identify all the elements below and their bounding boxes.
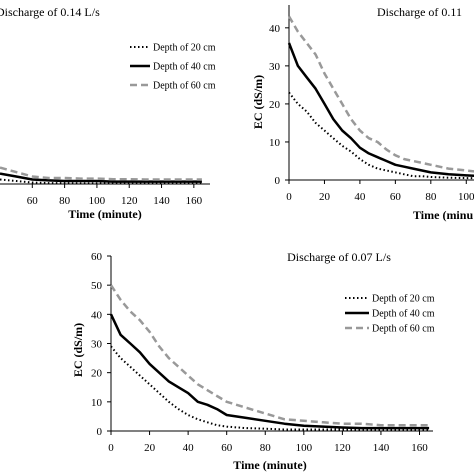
y-tick-label: 40 xyxy=(91,309,103,321)
y-tick-label: 0 xyxy=(275,175,281,187)
y-tick-label: 40 xyxy=(269,23,281,35)
x-tick-label: 80 xyxy=(425,191,437,203)
tick-labels: 0 20 40 60 80 100 0 10 20 30 40 xyxy=(269,23,474,203)
x-tick-label: 140 xyxy=(153,195,170,207)
legend: Depth of 20 cm Depth of 40 cm Depth of 60 … xyxy=(130,43,216,92)
x-tick-label: 100 xyxy=(89,195,106,207)
series-line-depth-of-40-cm xyxy=(0,172,202,183)
legend-label: Depth of 20 cm xyxy=(372,294,435,305)
chart-title: Discharge of 0.14 L/s xyxy=(0,5,100,19)
series-line-depth-of-40-cm xyxy=(109,313,430,430)
series-line-depth-of-60-cm xyxy=(0,166,202,181)
legend-label: Depth of 20 cm xyxy=(153,43,216,54)
x-tick-label: 160 xyxy=(186,195,203,207)
series-group xyxy=(0,166,202,185)
x-tick-labels: 60 80 100 120 140 160 xyxy=(27,184,203,207)
series-group xyxy=(109,284,430,431)
x-tick-label: 20 xyxy=(144,442,156,454)
legend-label: Depth of 60 cm xyxy=(372,324,435,335)
y-axis-label: EC (dS/m) xyxy=(251,75,265,129)
y-tick-label: 10 xyxy=(269,137,281,149)
chart-title: Discharge of 0.07 L/s xyxy=(287,250,391,264)
legend: Depth of 20 cm Depth of 40 cm Depth of 60 … xyxy=(345,294,435,335)
x-tick-label: 0 xyxy=(108,442,114,454)
legend-label: Depth of 40 cm xyxy=(372,309,435,320)
x-tick-label: 60 xyxy=(390,191,402,203)
tick-labels: 0 20 40 60 80 100 120 140 160 0 10 20 30 40 50 60 xyxy=(91,251,428,454)
x-axis-label: Time (minu xyxy=(413,208,473,222)
x-tick-label: 0 xyxy=(286,191,292,203)
x-tick-label: 80 xyxy=(260,442,272,454)
y-tick-label: 0 xyxy=(97,426,103,438)
x-tick-label: 40 xyxy=(183,442,195,454)
y-tick-label: 20 xyxy=(91,368,103,380)
series-line-depth-of-60-cm xyxy=(109,284,430,427)
legend-label: Depth of 40 cm xyxy=(153,62,216,73)
x-tick-label: 100 xyxy=(458,191,474,203)
x-tick-label: 20 xyxy=(319,191,331,203)
x-axis-label: Time (minute) xyxy=(68,207,141,221)
x-tick-label: 160 xyxy=(411,442,428,454)
legend-label: Depth of 60 cm xyxy=(153,81,216,92)
y-tick-label: 30 xyxy=(91,339,103,351)
series-line-depth-of-60-cm xyxy=(287,15,474,173)
x-tick-label: 80 xyxy=(59,195,71,207)
series-line-depth-of-40-cm xyxy=(287,42,474,177)
y-tick-label: 50 xyxy=(91,280,103,292)
x-tick-label: 100 xyxy=(296,442,313,454)
chart-panel-discharge-0-07: Discharge of 0.07 L/s 0 20 40 60 80 100 120 140… xyxy=(71,250,435,472)
y-tick-label: 60 xyxy=(91,251,103,263)
y-tick-label: 20 xyxy=(269,99,281,111)
y-tick-label: 30 xyxy=(269,61,281,73)
chart-title: Discharge of 0.11 xyxy=(377,5,462,19)
series-line-depth-of-20-cm xyxy=(0,178,202,185)
x-tick-label: 60 xyxy=(27,195,39,207)
x-axis-label: Time (minute) xyxy=(233,458,306,472)
y-tick-label: 10 xyxy=(91,397,103,409)
chart-panel-discharge-0-11: Discharge of 0.11 0 20 40 60 80 100010203040 … xyxy=(251,5,474,222)
x-tick-label: 120 xyxy=(121,195,138,207)
x-tick-label: 60 xyxy=(221,442,233,454)
series-line-depth-of-20-cm xyxy=(110,345,430,431)
x-tick-label: 120 xyxy=(334,442,351,454)
chart-panel-discharge-0-14: Discharge of 0.14 L/s 60 80 100 120 140 160 D… xyxy=(0,5,216,221)
y-axis-label: EC (dS/m) xyxy=(71,323,85,377)
x-tick-label: 40 xyxy=(354,191,366,203)
x-tick-label: 140 xyxy=(373,442,390,454)
series-line-depth-of-20-cm xyxy=(288,91,474,180)
series-group xyxy=(287,15,474,180)
